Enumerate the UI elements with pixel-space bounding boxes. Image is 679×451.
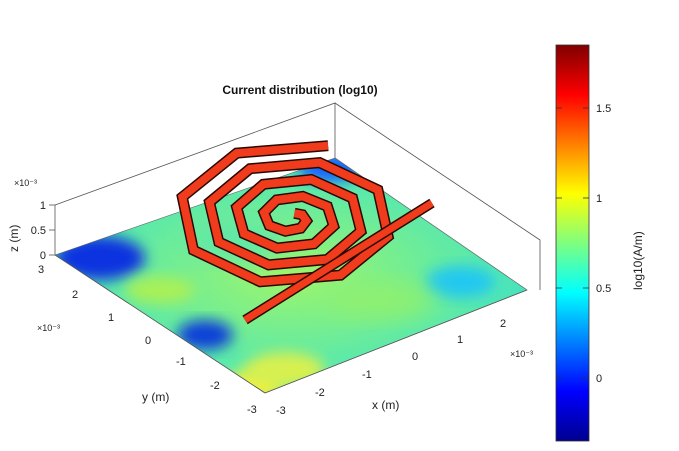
x-tick-label: -2 <box>315 387 325 399</box>
y-tick-label: 3 <box>38 264 44 276</box>
x-tick-label: -1 <box>362 369 372 381</box>
y-tick-label: -2 <box>210 380 220 392</box>
x-tick-label: 0 <box>412 351 418 363</box>
z-multiplier: ×10⁻³ <box>14 178 37 188</box>
y-multiplier: ×10⁻³ <box>37 323 60 333</box>
x-multiplier: ×10⁻³ <box>510 349 533 359</box>
x-tick-label: 2 <box>500 318 506 330</box>
colorbar-tick-label: 1 <box>596 193 602 205</box>
x-axis-label: x (m) <box>372 398 399 412</box>
x-tick-label: -3 <box>276 405 286 417</box>
y-tick-label: 1 <box>108 312 114 324</box>
x-axis: -3 -2 -1 0 1 2 ×10⁻³ x (m) <box>276 318 533 417</box>
colorbar-tick-label: 0.5 <box>596 283 611 295</box>
spiral-antenna <box>176 140 435 325</box>
colorbar: 0 0.5 1 1.5 log10(A/m) <box>555 44 645 442</box>
y-tick-label: -1 <box>176 356 186 368</box>
x-tick-label: 1 <box>457 334 463 346</box>
z-axis-label: z (m) <box>7 225 21 252</box>
z-axis: 0 0.5 1 ×10⁻³ z (m) <box>7 178 55 262</box>
z-tick-label: 0 <box>40 250 46 262</box>
z-tick-label: 0.5 <box>31 225 46 237</box>
chart-title: Current distribution (log10) <box>222 83 377 97</box>
colorbar-tick-label: 1.5 <box>596 103 611 115</box>
y-tick-label: 2 <box>72 289 78 301</box>
y-axis: 3 2 1 0 -1 -2 -3 ×10⁻³ y (m) <box>37 264 257 416</box>
y-tick-label: -3 <box>247 404 257 416</box>
colorbar-tick-label: 0 <box>596 373 602 385</box>
colorbar-label: log10(A/m) <box>631 231 645 290</box>
y-axis-label: y (m) <box>142 390 169 404</box>
y-tick-label: 0 <box>145 335 151 347</box>
axes-front-edges <box>54 254 528 394</box>
z-tick-label: 1 <box>40 200 46 212</box>
